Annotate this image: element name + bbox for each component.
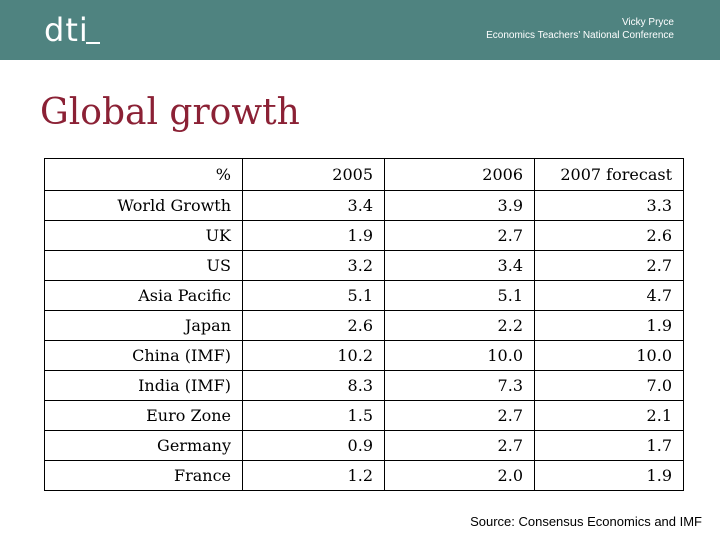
row-label: Asia Pacific bbox=[44, 280, 243, 311]
table-cell: 5.1 bbox=[242, 280, 385, 311]
row-label: UK bbox=[44, 220, 243, 251]
table-cell: 2.1 bbox=[534, 400, 684, 431]
column-header: 2007 forecast bbox=[534, 158, 684, 191]
table-cell: 2.7 bbox=[384, 400, 535, 431]
column-header: 2006 bbox=[384, 158, 535, 191]
table-cell: 1.9 bbox=[534, 310, 684, 341]
row-label: US bbox=[44, 250, 243, 281]
table-cell: 1.5 bbox=[242, 400, 385, 431]
table-cell: 4.7 bbox=[534, 280, 684, 311]
event-name: Economics Teachers’ National Conference bbox=[486, 30, 674, 41]
logo-underline bbox=[86, 42, 100, 44]
table-cell: 3.4 bbox=[242, 190, 385, 221]
table-cell: 2.7 bbox=[384, 220, 535, 251]
table-cell: 7.3 bbox=[384, 370, 535, 401]
table-row: Japan 2.6 2.2 1.9 bbox=[44, 310, 684, 341]
table-cell: 5.1 bbox=[384, 280, 535, 311]
table-header-row: % 2005 2006 2007 forecast bbox=[44, 158, 684, 191]
table-row: Germany 0.9 2.7 1.7 bbox=[44, 430, 684, 461]
table-cell: 1.9 bbox=[534, 460, 684, 491]
row-label: Euro Zone bbox=[44, 400, 243, 431]
dti-logo: dti bbox=[44, 11, 89, 49]
source-note: Source: Consensus Economics and IMF bbox=[470, 514, 702, 529]
row-label: Japan bbox=[44, 310, 243, 341]
presenter-name: Vicky Pryce bbox=[621, 17, 674, 28]
table-cell: 2.2 bbox=[384, 310, 535, 341]
table-cell: 8.3 bbox=[242, 370, 385, 401]
table-cell: 10.0 bbox=[534, 340, 684, 371]
table-row: UK 1.9 2.7 2.6 bbox=[44, 220, 684, 251]
table-row: US 3.2 3.4 2.7 bbox=[44, 250, 684, 281]
table-row: Euro Zone 1.5 2.7 2.1 bbox=[44, 400, 684, 431]
table-cell: 3.3 bbox=[534, 190, 684, 221]
table-row: Asia Pacific 5.1 5.1 4.7 bbox=[44, 280, 684, 311]
table-row: China (IMF) 10.2 10.0 10.0 bbox=[44, 340, 684, 371]
row-label: India (IMF) bbox=[44, 370, 243, 401]
row-label: World Growth bbox=[44, 190, 243, 221]
table-cell: 10.2 bbox=[242, 340, 385, 371]
row-label: Germany bbox=[44, 430, 243, 461]
header-info: Vicky Pryce Economics Teachers’ National… bbox=[486, 16, 674, 42]
table-cell: 7.0 bbox=[534, 370, 684, 401]
table-row: France 1.2 2.0 1.9 bbox=[44, 460, 684, 491]
table-cell: 2.7 bbox=[384, 430, 535, 461]
slide-title: Global growth bbox=[40, 92, 300, 133]
table-cell: 2.6 bbox=[242, 310, 385, 341]
table-cell: 3.9 bbox=[384, 190, 535, 221]
table-cell: 10.0 bbox=[384, 340, 535, 371]
table-row: World Growth 3.4 3.9 3.3 bbox=[44, 190, 684, 221]
row-label: China (IMF) bbox=[44, 340, 243, 371]
table-cell: 1.9 bbox=[242, 220, 385, 251]
table-cell: 3.4 bbox=[384, 250, 535, 281]
table-cell: 1.2 bbox=[242, 460, 385, 491]
table-cell: 3.2 bbox=[242, 250, 385, 281]
table-cell: 2.6 bbox=[534, 220, 684, 251]
table-cell: 0.9 bbox=[242, 430, 385, 461]
table-cell: 2.0 bbox=[384, 460, 535, 491]
growth-table: % 2005 2006 2007 forecast World Growth 3.… bbox=[44, 158, 684, 491]
table-row: India (IMF) 8.3 7.3 7.0 bbox=[44, 370, 684, 401]
table-cell: 1.7 bbox=[534, 430, 684, 461]
header-banner: dti Vicky Pryce Economics Teachers’ Nati… bbox=[0, 0, 720, 60]
row-label: France bbox=[44, 460, 243, 491]
column-header: % bbox=[44, 158, 243, 191]
column-header: 2005 bbox=[242, 158, 385, 191]
table-cell: 2.7 bbox=[534, 250, 684, 281]
